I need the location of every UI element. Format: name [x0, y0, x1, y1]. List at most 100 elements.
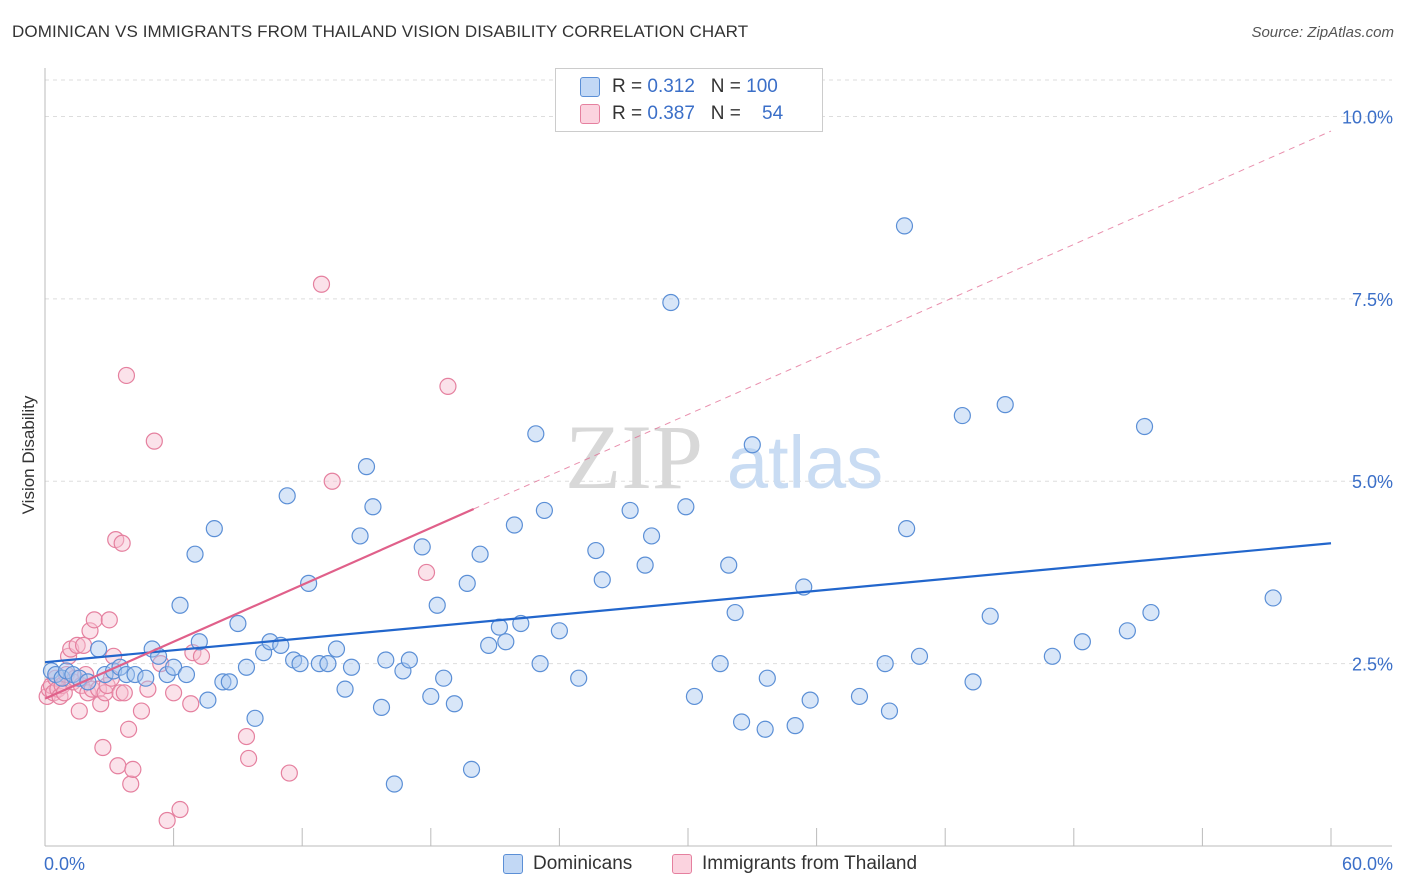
thailand-point: [94, 738, 112, 757]
dominicans-point: [480, 636, 498, 654]
dominicans-point: [186, 545, 204, 563]
thailand-point: [237, 727, 256, 746]
thailand-point: [139, 680, 157, 698]
thailand-point: [312, 275, 331, 293]
legend-r-label: R =: [612, 103, 643, 124]
dominicans-point: [377, 651, 395, 669]
thailand-point: [280, 764, 298, 782]
dominicans-point: [214, 673, 232, 691]
x-tick-label-max: 60.0%: [1342, 854, 1393, 874]
dominicans-point: [497, 633, 515, 651]
dominicans-point: [996, 396, 1014, 414]
dominicans-point: [1142, 603, 1160, 622]
thailand-point: [122, 775, 140, 793]
correlation-legend: R = 0.312 N = 100 R = 0.387 N = 54: [555, 68, 823, 132]
thailand-point: [74, 636, 93, 654]
legend-n-label: N =: [710, 103, 741, 124]
dominicans-point: [964, 673, 982, 691]
legend-n-label: N =: [710, 76, 741, 97]
bottom-legend-dominicans: Dominicans: [503, 851, 632, 877]
dominicans-point: [981, 607, 999, 625]
gridlines: [45, 79, 1392, 665]
dominicans-point: [726, 603, 744, 622]
trend-lines: [44, 130, 1332, 700]
dominicans-point: [910, 647, 929, 665]
legend-row-dominicans: R = 0.312 N = 100: [580, 75, 778, 99]
bottom-legend-swatch-pink: [672, 854, 692, 874]
dominicans-point: [177, 665, 196, 684]
legend-swatch-blue: [580, 77, 600, 97]
y-tick-label: 10.0%: [1342, 107, 1393, 127]
thailand-point: [119, 720, 138, 738]
dominicans-point: [570, 669, 588, 687]
dominicans-point: [471, 545, 489, 563]
thailand-point: [111, 684, 129, 702]
thailand-point: [182, 695, 200, 713]
dominicans-point: [720, 556, 738, 574]
dominicans-point: [953, 406, 971, 425]
dominicans-point: [462, 760, 481, 779]
source-label: Source: ZipAtlas.com: [1251, 24, 1394, 41]
dominicans-point: [458, 574, 476, 592]
dominicans-point: [229, 614, 247, 633]
dominicans-point: [342, 658, 361, 676]
dominicans-point: [246, 709, 264, 727]
dominicans-point: [190, 633, 208, 651]
dominicans-point: [850, 687, 869, 706]
thailand-point: [115, 684, 133, 702]
dominicans-point: [732, 713, 751, 731]
thailand-point: [417, 563, 436, 582]
legend-r-value: 0.387: [647, 103, 695, 124]
thailand-point: [109, 757, 127, 775]
legend-r-value: 0.312: [647, 76, 695, 97]
y-tick-label: 7.5%: [1352, 290, 1393, 310]
dominicans-point: [364, 498, 382, 516]
dominicans-trend-line: [44, 542, 1332, 664]
bottom-legend-label: Dominicans: [533, 853, 633, 874]
dominicans-point: [1135, 417, 1154, 436]
dominicans-point: [1264, 589, 1282, 607]
dominicans-point: [550, 622, 569, 640]
dominicans-point: [220, 673, 238, 691]
thailand-point: [100, 611, 118, 629]
dominicans-point: [237, 658, 256, 676]
y-tick-label: 5.0%: [1352, 472, 1393, 492]
dominicans-point: [711, 655, 729, 673]
thailand-point: [165, 684, 183, 702]
watermark-zip: ZIP: [565, 406, 703, 508]
dominicans-point: [255, 644, 273, 662]
dominicans-point: [1118, 622, 1136, 640]
dominicans-point: [535, 501, 553, 520]
thailand-point: [124, 760, 142, 779]
dominicans-point: [428, 596, 446, 614]
dominicans-point: [336, 680, 354, 698]
thailand-point: [92, 695, 110, 713]
dominicans-point: [758, 669, 776, 687]
y-axis-label: Vision Disability: [19, 395, 38, 514]
dominicans-point: [126, 665, 144, 684]
thailand-point: [132, 702, 151, 720]
dominicans-point: [786, 717, 804, 735]
dominicans-point: [435, 669, 453, 687]
dominicans-point: [642, 527, 661, 545]
watermark-atlas: atlas: [727, 421, 883, 504]
dominicans-point: [394, 662, 412, 680]
dominicans-point: [400, 651, 418, 669]
dominicans-point: [445, 695, 463, 713]
dominicans-point: [587, 541, 605, 560]
bottom-legend-thailand: Immigrants from Thailand: [672, 851, 917, 877]
chart-title: DOMINICAN VS IMMIGRANTS FROM THAILAND VI…: [12, 22, 749, 41]
thailand-point: [68, 636, 86, 654]
dominicans-point: [413, 538, 431, 556]
dominicans-point: [291, 655, 309, 673]
thailand-point: [171, 800, 189, 819]
dominicans-point: [205, 520, 223, 538]
dominicans-point: [636, 556, 654, 574]
dominicans-point: [199, 691, 217, 709]
dominicans-point: [1073, 633, 1091, 651]
dominicans-point: [621, 501, 639, 520]
thailand-point: [158, 811, 176, 830]
axes: [44, 68, 1392, 847]
dominicans-point: [743, 436, 761, 454]
